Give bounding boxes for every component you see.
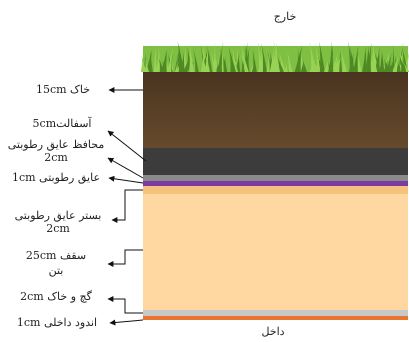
leader-concrete <box>107 249 143 267</box>
grass-blade <box>319 50 324 72</box>
grass-blade <box>217 48 222 72</box>
grass-blade <box>269 52 276 72</box>
grass-blade <box>309 41 316 72</box>
grass-blade <box>323 59 329 72</box>
label-bed-line2: 2cm <box>46 222 70 235</box>
grass-blade <box>144 59 149 72</box>
grass-blade <box>174 44 181 72</box>
grass-blade <box>403 52 409 72</box>
grass-blade <box>273 40 281 72</box>
grass-blade <box>155 56 161 72</box>
grass-blade <box>213 40 217 72</box>
grass-blade <box>383 59 389 72</box>
grass-blade <box>314 41 321 72</box>
label-gypsum: گچ و خاک 2cm <box>20 290 92 303</box>
grass-blade <box>174 61 179 72</box>
grass-blade <box>386 61 394 72</box>
grass-blade <box>286 49 293 72</box>
grass-blade <box>312 60 320 72</box>
label-asphalt: آسفالت5cm <box>32 117 92 130</box>
grass-blade <box>201 57 207 72</box>
grass-blade <box>309 57 316 72</box>
layer-asphalt <box>143 148 408 175</box>
grass-blade <box>160 48 168 72</box>
grass-blade <box>167 44 174 72</box>
layer-concrete-roof <box>143 194 408 310</box>
grass-layer <box>140 40 409 72</box>
label-protection: محافظ عایق رطوبتی 2cm <box>6 138 106 164</box>
grass-blade <box>362 45 367 72</box>
grass-blade <box>369 51 376 72</box>
label-soil: خاک 15cm <box>35 83 91 96</box>
leader-gypsum <box>107 296 143 314</box>
grass-blade <box>228 46 236 72</box>
inside-label: داخل <box>261 325 285 338</box>
grass-blade <box>140 55 147 72</box>
grass-blade <box>242 42 249 72</box>
grass-blade <box>153 45 157 72</box>
label-concrete-line2: بتن <box>48 264 64 277</box>
grass-blade <box>352 45 359 72</box>
grass-blade <box>204 51 211 72</box>
grass-blade <box>220 41 224 72</box>
leader-protection <box>107 157 144 179</box>
leader-bed <box>111 189 143 223</box>
label-concrete: سقف 25cm بتن <box>16 249 96 277</box>
grass-blade <box>257 60 265 72</box>
grass-blade <box>386 52 392 72</box>
grass-blade <box>396 61 402 72</box>
label-concrete-line1: سقف 25cm <box>25 249 87 262</box>
grass-blade <box>193 48 199 72</box>
grass-blade <box>402 61 409 72</box>
layer-soil <box>143 72 408 148</box>
leader-insulation <box>108 175 144 184</box>
grass-blade <box>392 44 396 72</box>
grass-blade <box>252 48 257 72</box>
leader-plaster <box>109 319 144 326</box>
label-plaster: اندود داخلی 1cm <box>16 316 98 329</box>
layer-insulation-protection <box>143 175 408 181</box>
grass-blade <box>241 58 245 72</box>
grass-blade <box>207 48 213 72</box>
grass-blade <box>365 42 372 72</box>
grass-blade <box>266 50 270 72</box>
label-bed: بستر عایق رطوبتی 2cm <box>8 209 108 235</box>
grass-blade <box>379 49 385 72</box>
grass-blade <box>294 45 303 72</box>
leader-asphalt <box>107 130 147 162</box>
grass-blade <box>300 61 304 72</box>
grass-blade <box>148 51 153 72</box>
grass-blade <box>399 56 407 72</box>
grass-blade <box>189 43 195 72</box>
layer-gypsum <box>143 310 408 316</box>
grass-blade <box>333 55 341 72</box>
grass-blade <box>242 56 249 72</box>
grass-blade <box>158 57 164 72</box>
grass-blade <box>178 45 182 72</box>
grass-blade <box>342 57 347 72</box>
grass-blade <box>302 59 307 72</box>
grass-blade <box>261 42 268 72</box>
grass-blade <box>180 51 185 72</box>
grass-blade <box>319 41 325 72</box>
layer-insulation <box>143 181 408 186</box>
grass-blade <box>183 59 189 72</box>
grass-blade <box>392 55 399 72</box>
layer-insulation-bed <box>143 186 408 194</box>
outside-label: خارج <box>273 10 297 23</box>
label-protection-line2: 2cm <box>44 151 68 164</box>
grass-blade <box>374 47 381 72</box>
label-bed-line1: بستر عایق رطوبتی <box>14 209 102 222</box>
grass-blade <box>334 55 342 72</box>
grass-blade <box>181 46 187 72</box>
grass-blade <box>383 50 391 72</box>
label-insulation: عایق رطوبتی 1cm <box>11 171 101 184</box>
label-protection-line1: محافظ عایق رطوبتی <box>7 138 105 151</box>
leader-lines <box>107 87 147 326</box>
layer-plaster <box>143 316 408 320</box>
grass-blade <box>284 60 288 72</box>
grass-blade <box>347 40 354 72</box>
grass-blade <box>328 45 334 72</box>
